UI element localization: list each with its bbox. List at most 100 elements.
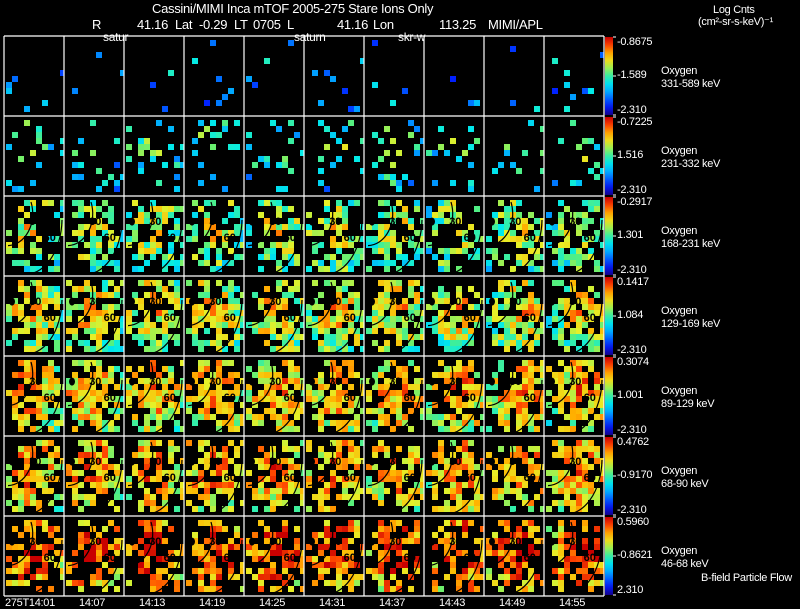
data-pixel	[330, 132, 336, 138]
data-pixel	[540, 126, 544, 132]
data-pixel	[384, 414, 390, 420]
data-pixel	[288, 260, 294, 266]
data-pixel	[324, 506, 330, 512]
data-pixel	[96, 452, 102, 458]
data-pixel	[204, 100, 210, 106]
data-pixel	[216, 520, 222, 526]
data-pixel	[474, 138, 480, 144]
data-pixel	[462, 414, 468, 420]
data-pixel	[168, 574, 174, 580]
data-pixel	[84, 254, 90, 260]
data-pixel	[384, 150, 390, 156]
data-pixel	[150, 494, 156, 500]
data-pixel	[366, 328, 372, 334]
data-pixel	[396, 538, 402, 544]
data-pixel	[234, 286, 240, 292]
data-pixel	[54, 292, 60, 298]
data-pixel	[102, 340, 108, 346]
data-pixel	[504, 328, 510, 334]
data-pixel	[30, 396, 36, 402]
data-pixel	[420, 236, 424, 242]
pitch-angle-contour-30	[547, 361, 574, 407]
data-pixel	[36, 470, 42, 476]
data-pixel	[516, 384, 522, 390]
data-pixel	[468, 366, 474, 372]
data-pixel	[522, 586, 528, 592]
data-pixel	[216, 488, 222, 494]
data-pixel	[588, 446, 594, 452]
data-pixel	[498, 260, 504, 266]
pitch-angle-contour-60	[383, 379, 423, 435]
data-pixel	[186, 500, 192, 506]
contour-label-60: 60	[464, 552, 476, 564]
data-pixel	[336, 390, 342, 396]
data-pixel	[438, 260, 444, 266]
data-pixel	[210, 40, 216, 46]
data-pixel	[558, 266, 564, 272]
data-pixel	[570, 120, 576, 126]
pitch-angle-contour-30	[127, 521, 154, 567]
data-pixel	[48, 452, 54, 458]
data-pixel	[462, 446, 468, 452]
data-pixel	[318, 156, 324, 162]
data-pixel	[588, 464, 594, 470]
data-pixel	[300, 310, 304, 316]
contour-label-60: 60	[344, 552, 356, 564]
data-pixel	[114, 574, 120, 580]
data-pixel	[468, 586, 474, 592]
data-pixel	[318, 372, 324, 378]
data-pixel	[480, 556, 484, 562]
data-pixel	[528, 310, 534, 316]
data-pixel	[348, 440, 354, 446]
data-pixel	[432, 150, 438, 156]
data-pixel	[492, 328, 498, 334]
data-pixel	[324, 544, 330, 550]
data-pixel	[582, 316, 588, 322]
data-pixel	[312, 334, 318, 340]
data-pixel	[264, 408, 270, 414]
data-pixel	[282, 186, 288, 192]
data-pixel	[468, 414, 474, 420]
data-pixel	[264, 476, 270, 482]
data-pixel	[204, 316, 210, 322]
data-pixel	[138, 482, 144, 488]
data-pixel	[540, 414, 544, 420]
data-pixel	[264, 464, 270, 470]
data-pixel	[126, 476, 132, 482]
data-pixel	[198, 544, 204, 550]
data-pixel	[414, 304, 420, 310]
data-pixel	[474, 390, 480, 396]
data-pixel	[456, 396, 462, 402]
data-pixel	[522, 280, 528, 286]
data-pixel	[564, 378, 570, 384]
data-pixel	[450, 180, 456, 186]
data-pixel	[186, 396, 192, 402]
data-pixel	[144, 292, 150, 298]
data-pixel	[114, 426, 120, 432]
data-pixel	[216, 470, 222, 476]
data-pixel	[48, 476, 54, 482]
data-pixel	[84, 286, 90, 292]
data-pixel	[336, 562, 342, 568]
data-pixel	[564, 206, 570, 212]
data-pixel	[330, 76, 336, 82]
data-pixel	[192, 544, 198, 550]
data-pixel	[102, 286, 108, 292]
data-pixel	[222, 316, 228, 322]
data-pixel	[36, 266, 42, 272]
data-pixel	[216, 266, 222, 272]
data-pixel	[36, 328, 42, 334]
data-pixel	[354, 580, 360, 586]
pitch-angle-contour-60	[263, 379, 303, 435]
data-pixel	[30, 556, 36, 562]
data-pixel	[240, 218, 244, 224]
colorbar-mid-label: 1.516	[617, 149, 644, 161]
data-pixel	[294, 384, 300, 390]
panel-pixels	[552, 52, 604, 112]
data-pixel	[378, 446, 384, 452]
